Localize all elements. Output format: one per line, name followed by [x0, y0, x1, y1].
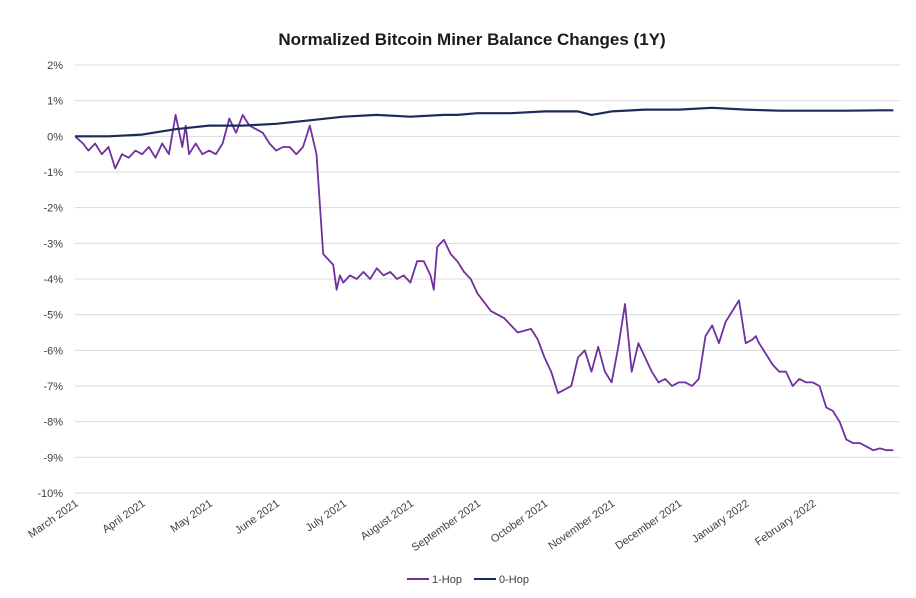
x-tick-label: January 2022 [690, 498, 751, 546]
y-tick-label: 2% [47, 60, 63, 72]
legend-label: 0-Hop [499, 574, 529, 586]
y-axis: 2% 1% 0% -1% -2% -3% -4% -5% -6% -7% -8% -9% -10% [37, 60, 63, 500]
y-tick-label: -6% [43, 345, 63, 357]
y-tick-label: -2% [43, 203, 63, 215]
series-line-0-hop [75, 106, 894, 138]
x-tick-label: March 2021 [26, 498, 80, 541]
y-tick-label: -9% [43, 452, 63, 464]
chart-title: Normalized Bitcoin Miner Balance Changes… [278, 30, 665, 49]
x-tick-label: December 2021 [613, 498, 684, 553]
x-tick-label: August 2021 [359, 498, 416, 543]
x-tick-label: February 2022 [753, 498, 818, 549]
y-tick-label: -1% [43, 167, 63, 179]
legend-label: 1-Hop [432, 574, 462, 586]
x-tick-label: April 2021 [100, 498, 147, 536]
x-tick-label: July 2021 [304, 498, 349, 535]
y-tick-label: -5% [43, 310, 63, 322]
y-tick-label: -10% [37, 488, 63, 500]
gridlines [75, 64, 900, 494]
y-tick-label: 1% [47, 96, 63, 108]
y-tick-label: -3% [43, 238, 63, 250]
x-tick-label: November 2021 [546, 498, 617, 553]
x-tick-label: September 2021 [410, 498, 484, 554]
plot-area [74, 106, 894, 452]
legend: 1-Hop 0-Hop [407, 574, 529, 586]
y-tick-label: -8% [43, 417, 63, 429]
y-tick-label: 0% [47, 131, 63, 143]
y-tick-label: -4% [43, 274, 63, 286]
x-axis: March 2021 April 2021 May 2021 June 2021 Jul… [26, 498, 818, 554]
x-tick-label: October 2021 [489, 498, 550, 546]
x-tick-label: June 2021 [233, 498, 282, 537]
x-tick-label: May 2021 [168, 498, 214, 536]
y-tick-label: -7% [43, 381, 63, 393]
series-line-1-hop [74, 114, 894, 452]
